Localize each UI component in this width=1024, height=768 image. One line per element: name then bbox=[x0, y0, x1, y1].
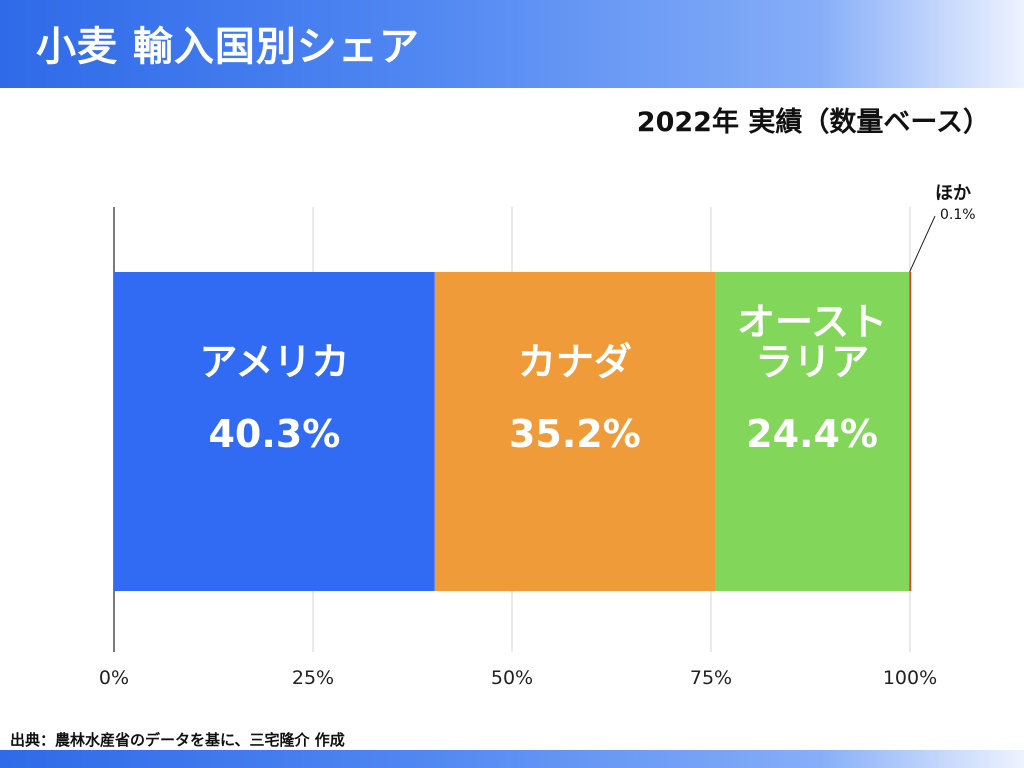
x-tick-label: 0% bbox=[99, 667, 129, 689]
x-tick-label: 75% bbox=[690, 667, 732, 689]
footer-band bbox=[0, 750, 1024, 768]
segment-name-label: オースト bbox=[737, 300, 887, 344]
callout-name-label: ほか bbox=[935, 183, 971, 204]
segment-name-label: ラリア bbox=[755, 340, 869, 384]
segment-value-label: 24.4% bbox=[746, 412, 878, 456]
segment-name-label: カナダ bbox=[518, 340, 632, 384]
callout-value-label: 0.1% bbox=[940, 207, 976, 223]
segment-value-label: 40.3% bbox=[208, 412, 340, 456]
x-tick-label: 50% bbox=[491, 667, 533, 689]
chart-subtitle: 2022年 実績（数量ベース） bbox=[636, 107, 990, 138]
segment-value-label: 35.2% bbox=[509, 412, 641, 456]
small-segment-callout: ほか 0.1% bbox=[909, 183, 976, 273]
bar-segment bbox=[434, 272, 715, 591]
bar-segment bbox=[909, 272, 912, 591]
x-axis-ticks: 0% 25% 50% 75% 100% bbox=[99, 667, 937, 689]
x-tick-label: 25% bbox=[292, 667, 334, 689]
bar-segment bbox=[714, 272, 910, 591]
bar-segments bbox=[114, 272, 912, 591]
page-title: 小麦 輸入国別シェア bbox=[36, 24, 420, 70]
x-tick-label: 100% bbox=[883, 667, 937, 689]
bar-segment bbox=[114, 272, 435, 591]
segment-name-label: アメリカ bbox=[199, 340, 349, 384]
header-band: 小麦 輸入国別シェア bbox=[0, 0, 1024, 88]
callout-leader-line bbox=[909, 215, 936, 273]
source-note: 出典：農林水産省のデータを基に、三宅隆介 作成 bbox=[10, 731, 345, 749]
